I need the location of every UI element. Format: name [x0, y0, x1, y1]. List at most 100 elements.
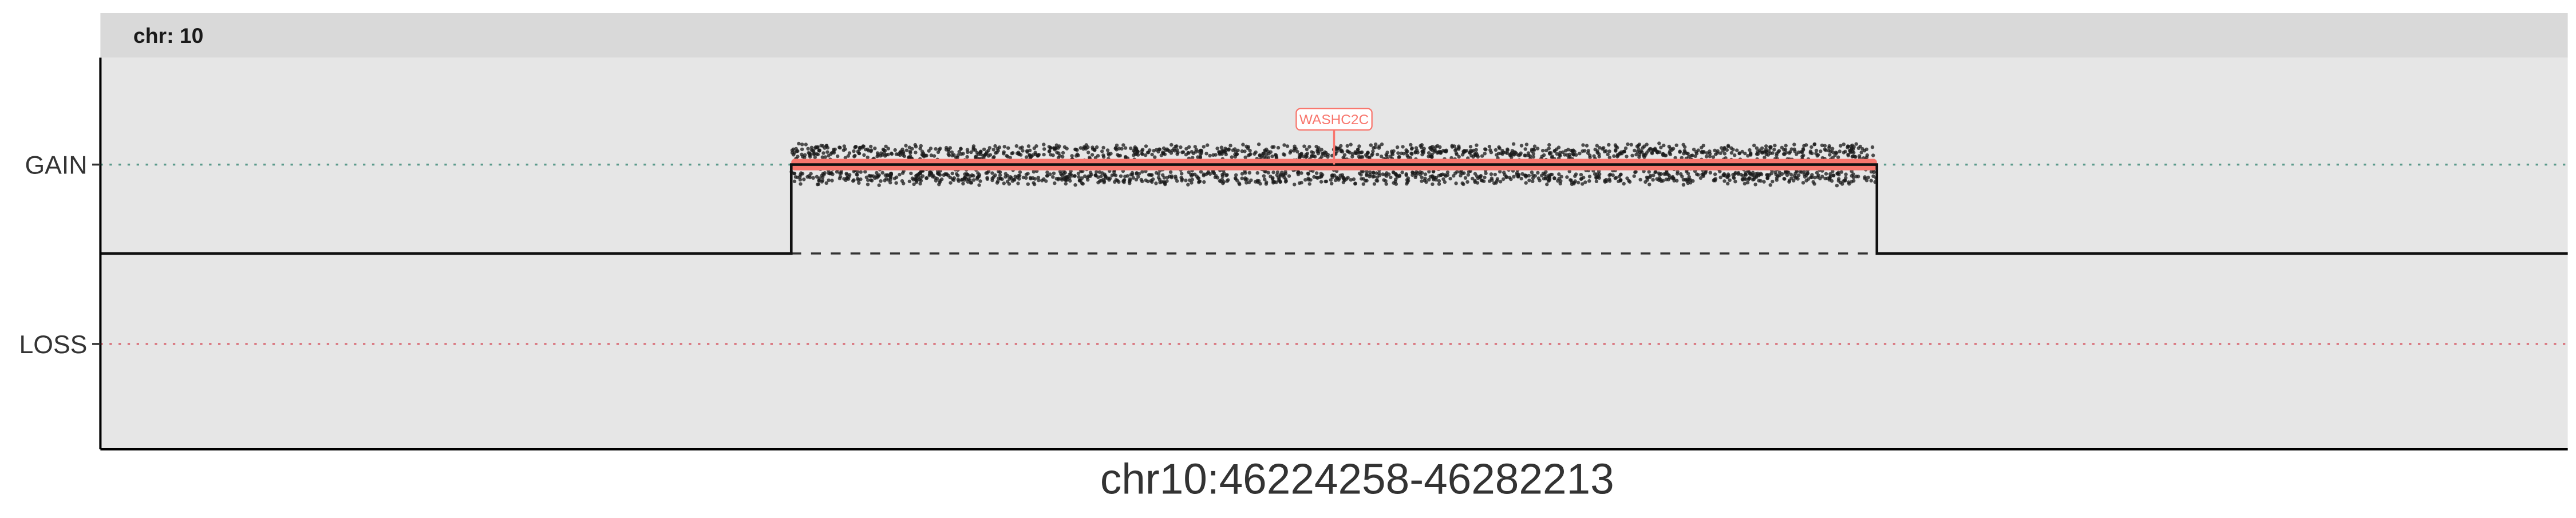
probe-point [1235, 179, 1239, 183]
probe-point [1274, 155, 1278, 159]
probe-point [1696, 148, 1700, 152]
probe-point [1240, 172, 1244, 176]
probe-point [1157, 147, 1161, 151]
probe-point [1546, 179, 1551, 183]
probe-point [1234, 173, 1238, 177]
probe-point [1479, 173, 1483, 178]
probe-point [1036, 153, 1041, 157]
probe-point [1722, 179, 1726, 183]
probe-point [820, 180, 824, 184]
probe-point [1784, 144, 1788, 148]
probe-point [1206, 143, 1210, 147]
probe-point [902, 154, 907, 159]
probe-point [1536, 171, 1540, 175]
probe-point [965, 172, 969, 176]
probe-point [1345, 144, 1349, 148]
probe-point [1846, 144, 1850, 148]
probe-point [1306, 171, 1310, 176]
probe-point [1567, 152, 1571, 156]
probe-point [1243, 155, 1247, 159]
probe-point [1258, 181, 1262, 186]
probe-point [1254, 180, 1258, 184]
probe-point [815, 145, 820, 149]
probe-point [1652, 173, 1656, 177]
probe-point [820, 175, 825, 180]
probe-point [1768, 183, 1772, 187]
probe-point [1196, 176, 1201, 180]
probe-point [1310, 153, 1314, 158]
probe-point [824, 144, 829, 148]
probe-point [1438, 145, 1442, 149]
probe-point [1725, 148, 1729, 152]
probe-point [1175, 144, 1179, 148]
probe-point [1139, 177, 1144, 182]
probe-point [1288, 151, 1292, 155]
probe-point [983, 152, 987, 157]
probe-point [1792, 179, 1796, 183]
probe-point [1615, 155, 1619, 159]
probe-point [1471, 176, 1475, 181]
probe-point [1705, 151, 1709, 155]
probe-point [1510, 151, 1514, 155]
probe-point [1357, 171, 1362, 176]
probe-point [1765, 176, 1770, 180]
probe-point [914, 177, 918, 181]
probe-point [1545, 182, 1549, 187]
probe-point [1131, 176, 1135, 180]
probe-point [1197, 179, 1202, 184]
probe-point [823, 155, 827, 159]
probe-point [1808, 149, 1813, 153]
probe-point [1777, 173, 1781, 177]
probe-point [1396, 151, 1400, 155]
probe-point [1365, 172, 1369, 176]
probe-point [1679, 172, 1683, 176]
probe-point [1637, 143, 1641, 147]
probe-point [1060, 173, 1064, 177]
probe-point [1244, 181, 1249, 185]
probe-point [1498, 169, 1502, 174]
probe-point [1346, 176, 1350, 180]
probe-point [1257, 142, 1261, 147]
probe-point [898, 151, 902, 155]
probe-point [1870, 145, 1875, 149]
probe-point [1406, 176, 1411, 180]
probe-point [1769, 145, 1773, 149]
probe-point [1423, 172, 1428, 176]
probe-point [1733, 180, 1737, 184]
probe-point [1018, 173, 1022, 178]
probe-point [1395, 145, 1400, 149]
probe-point [809, 145, 814, 149]
probe-point [1838, 180, 1843, 185]
gene-annotation-label: WASHC2C [1299, 112, 1369, 128]
probe-point [1557, 172, 1561, 176]
probe-point [803, 153, 807, 157]
probe-point [1045, 170, 1049, 175]
probe-point [1143, 153, 1148, 157]
probe-point [1190, 174, 1194, 178]
probe-point [1100, 149, 1104, 153]
probe-point [1762, 180, 1766, 184]
probe-point [841, 148, 846, 152]
probe-point [1394, 172, 1398, 176]
probe-point [1338, 147, 1342, 151]
probe-point [842, 177, 846, 181]
probe-point [1090, 153, 1095, 157]
probe-point [1255, 171, 1259, 175]
probe-point [802, 177, 806, 181]
probe-point [1479, 178, 1484, 183]
probe-point [1558, 151, 1562, 155]
probe-point [1737, 151, 1741, 155]
probe-point [1136, 150, 1140, 154]
probe-point [1140, 152, 1145, 156]
probe-point [1413, 175, 1417, 179]
probe-point [1502, 177, 1506, 181]
probe-point [1574, 153, 1578, 157]
probe-point [812, 149, 816, 153]
probe-point [1379, 155, 1384, 159]
probe-point [1315, 148, 1319, 152]
probe-point [807, 151, 811, 155]
probe-point [1374, 171, 1378, 175]
probe-point [1211, 153, 1215, 157]
probe-point [1850, 155, 1854, 159]
probe-point [1427, 151, 1431, 155]
